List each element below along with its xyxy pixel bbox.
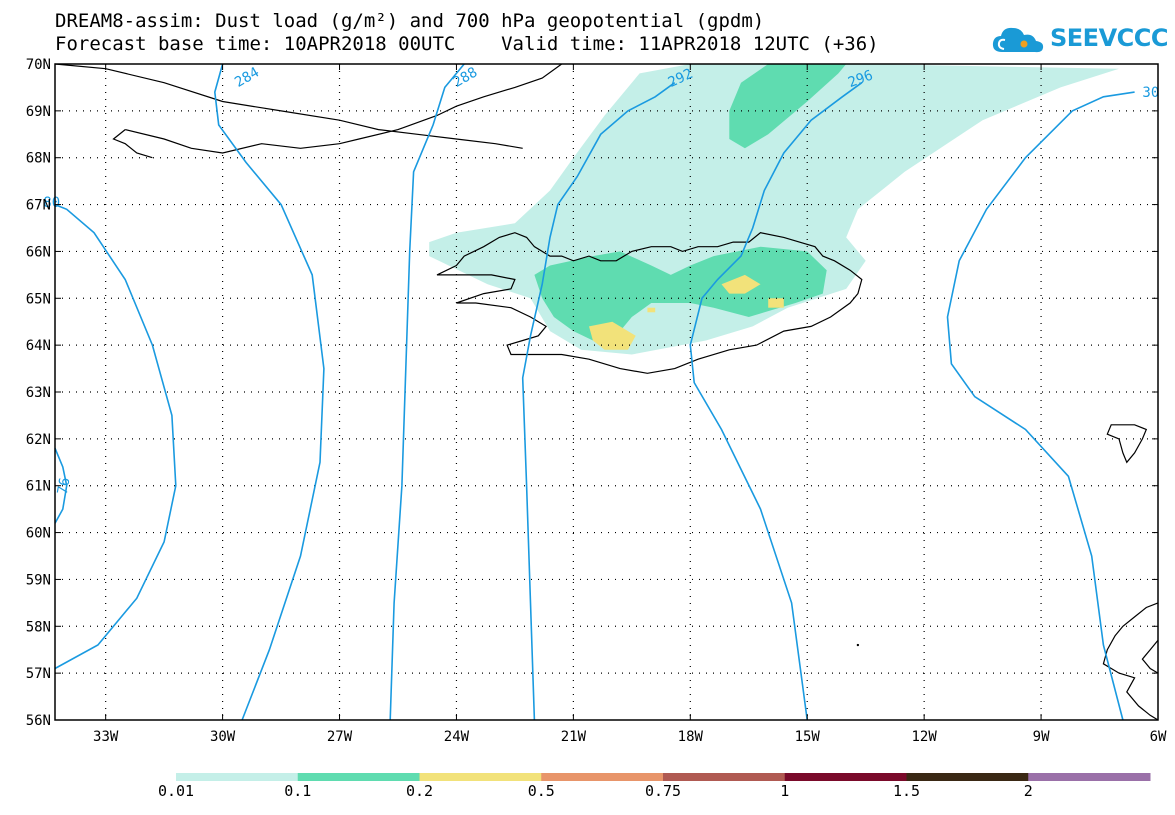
lat-label: 67N [26, 198, 51, 214]
lat-label: 59N [26, 572, 51, 588]
contour-line [213, 63, 325, 721]
colorbar-label: 0.1 [284, 782, 312, 800]
dust-region-0.2 [589, 321, 636, 350]
coast-hebrides [1102, 602, 1159, 721]
lat-label: 58N [26, 619, 51, 635]
lon-label: 15W [795, 729, 821, 745]
contour-line [54, 203, 177, 670]
colorbar-swatch [784, 773, 907, 781]
lon-label: 9W [1033, 729, 1050, 745]
lat-label: 69N [26, 104, 51, 120]
lat-label: 64N [26, 338, 51, 354]
coast-rockall [856, 643, 860, 647]
logo-text: SEEVCCC [1050, 24, 1169, 52]
dust-region-0.1-north [729, 64, 847, 149]
contour-line [389, 63, 465, 721]
dust-load-fill [429, 64, 1119, 355]
contour-label-80: 80 [43, 195, 60, 211]
colorbar-label: 0.2 [405, 782, 434, 800]
colorbar-label: 1.5 [892, 782, 921, 800]
colorbar-swatch [419, 773, 542, 781]
lon-label: 33W [93, 729, 119, 745]
coastlines [54, 63, 1159, 721]
lon-label: 24W [444, 729, 470, 745]
colorbar-label: 0.01 [157, 782, 195, 800]
colorbar-swatch [541, 773, 664, 781]
lon-label: 12W [912, 729, 938, 745]
contour-line [689, 82, 863, 721]
coast-greenland-fjord [112, 129, 153, 159]
contour-label-288: 288 [450, 64, 480, 91]
lat-label: 65N [26, 291, 51, 307]
colorbar-label: 1 [780, 782, 790, 800]
coast-faroe [1106, 424, 1148, 464]
dust-region-0.1 [534, 246, 827, 341]
lon-label: 27W [327, 729, 353, 745]
colorbar-swatch [906, 773, 1029, 781]
lat-label: 61N [26, 479, 51, 495]
colorbar-swatch [663, 773, 786, 781]
lat-label: 68N [26, 151, 51, 167]
lon-label: 30W [210, 729, 236, 745]
coast-iceland [436, 232, 863, 374]
lat-label: 60N [26, 526, 51, 542]
cloud-icon [992, 27, 1044, 53]
colorbar-label: 2 [1023, 782, 1033, 800]
contour-line [54, 447, 68, 524]
colorbar-swatch [297, 773, 420, 781]
lon-label: 18W [678, 729, 704, 745]
lon-label: 21W [561, 729, 587, 745]
colorbar-swatch [176, 773, 299, 781]
lon-label: 6W [1150, 729, 1167, 745]
lat-label: 56N [26, 713, 51, 729]
lat-label: 62N [26, 432, 51, 448]
axis-ticks: 70N 69N 68N 67N 66N 65N 64N 63N 62N 61N 60N 59N 58N 5… [26, 57, 1167, 745]
seevccc-logo [990, 22, 1140, 58]
lat-label: 63N [26, 385, 51, 401]
coast-skye [1141, 639, 1159, 674]
contour-label-30: 30 [1142, 85, 1159, 101]
colorbar-swatch [1028, 773, 1151, 781]
colorbar-label: 0.5 [527, 782, 555, 800]
colorbar [176, 773, 1151, 781]
contour-line [946, 91, 1135, 721]
contour-label-284: 284 [232, 64, 262, 91]
chart-subtitle: Forecast base time: 10APR2018 00UTC Vali… [55, 33, 879, 55]
graticule [55, 64, 1158, 720]
coast-greenland-south [125, 63, 563, 154]
lat-label: 57N [26, 666, 51, 682]
dust-region-0.2-dot [647, 307, 656, 313]
chart-title: DREAM8-assim: Dust load (g/m²) and 700 h… [55, 10, 765, 32]
contour-label-76: 76 [55, 476, 74, 495]
dust-region-0.2-east [721, 274, 761, 294]
lat-label: 66N [26, 244, 51, 260]
coast-greenland [54, 63, 523, 149]
dust-region-0.2-small [768, 298, 784, 308]
lat-label: 70N [26, 57, 51, 73]
colorbar-label: 0.75 [644, 782, 682, 800]
contour-line [521, 82, 676, 721]
